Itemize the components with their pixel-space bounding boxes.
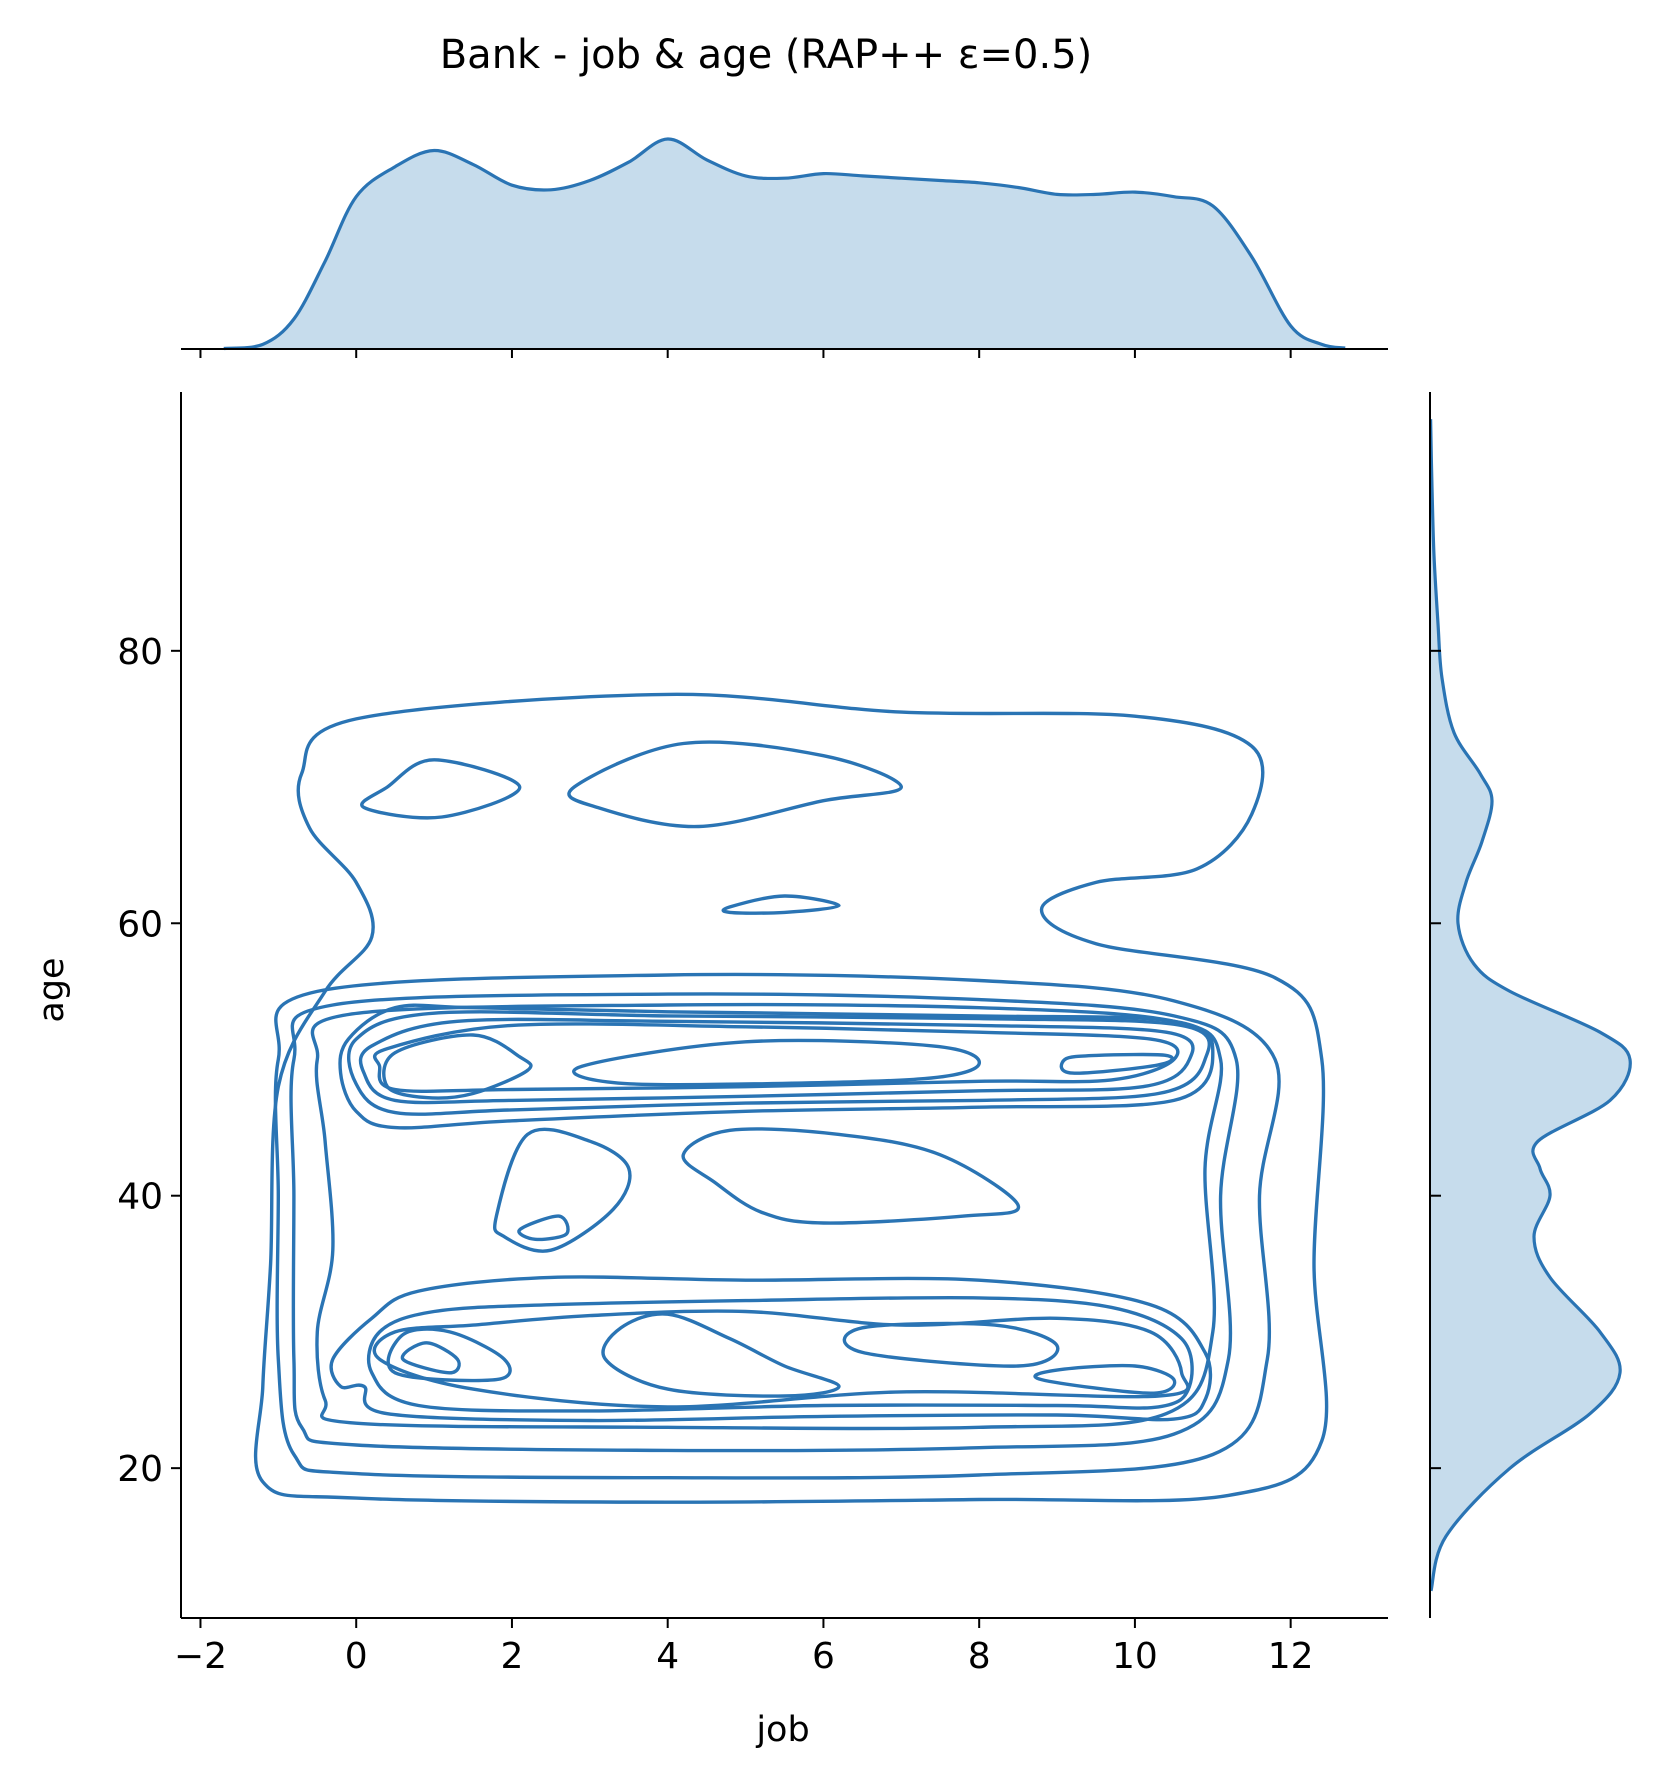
marginal-x-density <box>181 137 1388 358</box>
contour-line <box>358 1017 1195 1105</box>
marginal-y-line <box>1429 419 1632 1592</box>
y-tick-label: 40 <box>117 1177 163 1218</box>
contour-line <box>681 1127 1021 1225</box>
contour-line <box>492 1127 632 1253</box>
y-tick-label: 60 <box>117 904 163 945</box>
x-tick-label: −2 <box>174 1636 227 1677</box>
y-axis-label: age <box>32 957 72 1022</box>
contour-line <box>400 1341 461 1375</box>
contour-line <box>382 1033 533 1100</box>
contour-line <box>273 972 1281 1480</box>
contour-line <box>338 1003 1215 1130</box>
contour-line <box>289 992 1240 1453</box>
contour-line <box>842 1321 1060 1368</box>
contour-line <box>253 692 1329 1504</box>
contour-line <box>386 1327 512 1383</box>
contour-line <box>366 1295 1194 1413</box>
x-axis-ticks: −2 0 2 4 6 8 10 12 <box>174 1618 1314 1677</box>
kde-contour-lines <box>253 692 1329 1504</box>
marginal-y-fill <box>1430 419 1631 1591</box>
contour-line <box>601 1312 841 1398</box>
marginal-y-density <box>1429 392 1632 1618</box>
contour-line <box>1059 1052 1175 1075</box>
x-tick-label: 12 <box>1268 1636 1314 1677</box>
y-tick-label: 80 <box>117 632 163 673</box>
contour-line <box>373 1022 1180 1093</box>
contour-line <box>567 740 903 829</box>
contour-line <box>329 1275 1213 1423</box>
x-axis-label: job <box>755 1710 809 1750</box>
contour-line <box>372 1309 1190 1409</box>
contour-line <box>1033 1363 1177 1395</box>
contour-line <box>517 1214 570 1242</box>
x-tick-label: 6 <box>812 1636 835 1677</box>
contour-line <box>572 1038 981 1087</box>
marginal-x-line <box>223 137 1346 351</box>
contour-line <box>310 1002 1224 1431</box>
x-tick-label: 2 <box>500 1636 523 1677</box>
x-tick-label: 4 <box>656 1636 679 1677</box>
x-tick-label: 10 <box>1112 1636 1158 1677</box>
y-axis-ticks: 20 40 60 80 <box>117 632 181 1490</box>
contour-line <box>721 894 841 915</box>
marginal-x-fill <box>223 138 1346 349</box>
y-tick-label: 20 <box>117 1449 163 1490</box>
x-tick-label: 8 <box>968 1636 991 1677</box>
main-axes <box>180 392 1388 1619</box>
x-tick-label: 0 <box>345 1636 368 1677</box>
chart-title: Bank - job & age (RAP++ ε=0.5) <box>440 32 1093 78</box>
contour-line <box>347 1010 1211 1116</box>
contour-line <box>360 758 522 820</box>
